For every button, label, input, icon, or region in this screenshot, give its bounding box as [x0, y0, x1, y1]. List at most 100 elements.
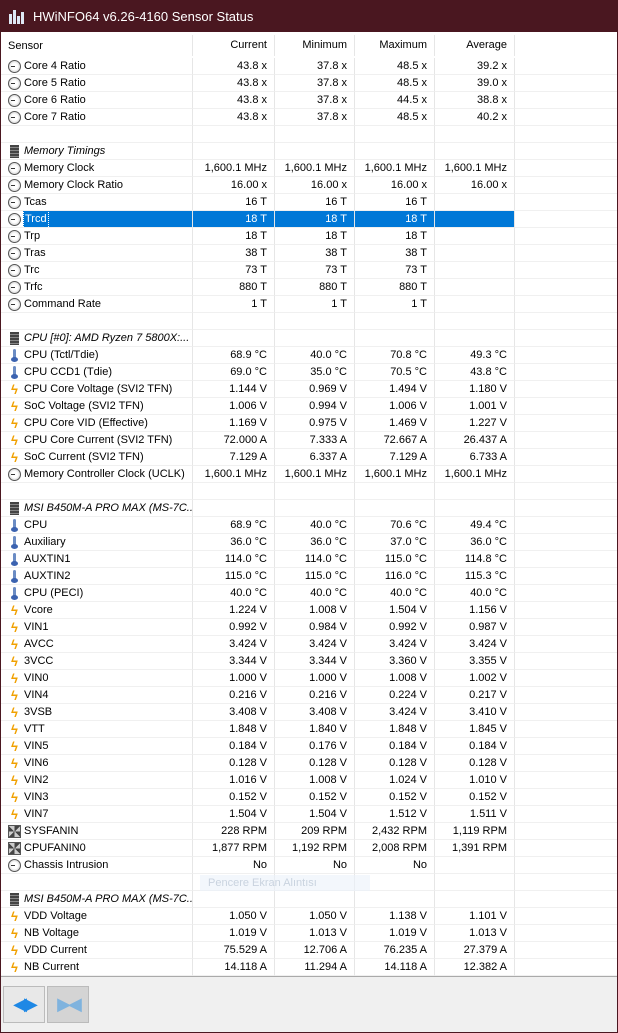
- sensor-row[interactable]: Tcas 16 T 16 T 16 T: [1, 194, 617, 211]
- sensor-row[interactable]: ϟ VIN5 0.184 V 0.176 V 0.184 V 0.184 V: [1, 738, 617, 755]
- sensor-row[interactable]: ϟ 3VSB 3.408 V 3.408 V 3.424 V 3.410 V: [1, 704, 617, 721]
- sensor-row[interactable]: AUXTIN2 115.0 °C 115.0 °C 116.0 °C 115.3 °C: [1, 568, 617, 585]
- sensor-table[interactable]: Sensor Current Minimum Maximum Average C…: [1, 35, 617, 976]
- current-value: 0.992 V: [193, 619, 275, 636]
- row-spacer: [515, 126, 617, 143]
- row-spacer: [515, 687, 617, 704]
- sensor-rows: Core 4 Ratio 43.8 x 37.8 x 48.5 x 39.2 x Core…: [1, 58, 617, 976]
- sensor-label: CPU [#0]: AMD Ryzen 7 5800X:...: [24, 331, 190, 344]
- minimum-value: 1.504 V: [275, 806, 355, 823]
- clock-icon: [8, 858, 21, 872]
- sensor-row[interactable]: Core 4 Ratio 43.8 x 37.8 x 48.5 x 39.2 x: [1, 58, 617, 75]
- average-value: 49.4 °C: [435, 517, 515, 534]
- sensor-row[interactable]: Auxiliary 36.0 °C 36.0 °C 37.0 °C 36.0 °C: [1, 534, 617, 551]
- sensor-row[interactable]: ϟ VIN6 0.128 V 0.128 V 0.128 V 0.128 V: [1, 755, 617, 772]
- sensor-row[interactable]: Chassis Intrusion No No No: [1, 857, 617, 874]
- sensor-row[interactable]: CPU CCD1 (Tdie) 69.0 °C 35.0 °C 70.5 °C 43.8…: [1, 364, 617, 381]
- sensor-row[interactable]: ϟ VIN0 1.000 V 1.000 V 1.008 V 1.002 V: [1, 670, 617, 687]
- sensor-name-cell: Memory Timings: [1, 143, 193, 160]
- sensor-row[interactable]: ϟ VIN2 1.016 V 1.008 V 1.024 V 1.010 V: [1, 772, 617, 789]
- sensor-row[interactable]: ϟ NB Voltage 1.019 V 1.013 V 1.019 V 1.013 V: [1, 925, 617, 942]
- average-value: [435, 891, 515, 908]
- sensor-row[interactable]: ϟ 3VCC 3.344 V 3.344 V 3.360 V 3.355 V: [1, 653, 617, 670]
- sensor-row[interactable]: ϟ VTT 1.848 V 1.840 V 1.848 V 1.845 V: [1, 721, 617, 738]
- minimum-value: 36.0 °C: [275, 534, 355, 551]
- sensor-group-row[interactable]: Memory Timings: [1, 143, 617, 160]
- sensor-row[interactable]: Memory Controller Clock (UCLK) 1,600.1 MH…: [1, 466, 617, 483]
- minimum-value: 209 RPM: [275, 823, 355, 840]
- current-value: 68.9 °C: [193, 347, 275, 364]
- sensor-row[interactable]: Trc 73 T 73 T 73 T: [1, 262, 617, 279]
- sensor-row[interactable]: ϟ CPU Core Current (SVI2 TFN) 72.000 A 7.33…: [1, 432, 617, 449]
- title-bar[interactable]: HWiNFO64 v6.26-4160 Sensor Status: [0, 0, 618, 32]
- maximum-value: 1.138 V: [355, 908, 435, 925]
- row-spacer: [515, 806, 617, 823]
- sensor-row[interactable]: ϟ Vcore 1.224 V 1.008 V 1.504 V 1.156 V: [1, 602, 617, 619]
- column-header-sensor[interactable]: Sensor: [1, 35, 193, 56]
- sensor-row[interactable]: Memory Clock 1,600.1 MHz 1,600.1 MHz 1,600.…: [1, 160, 617, 177]
- maximum-value: 1.024 V: [355, 772, 435, 789]
- sensor-row[interactable]: AUXTIN1 114.0 °C 114.0 °C 115.0 °C 114.8 °C: [1, 551, 617, 568]
- column-header-average[interactable]: Average: [435, 35, 515, 56]
- sensor-row[interactable]: ϟ VDD Current 75.529 A 12.706 A 76.235 A 27.3…: [1, 942, 617, 959]
- sensor-row[interactable]: ϟ VIN1 0.992 V 0.984 V 0.992 V 0.987 V: [1, 619, 617, 636]
- sensor-label: Tras: [24, 246, 46, 259]
- sensor-row[interactable]: Trcd 18 T 18 T 18 T: [1, 211, 617, 228]
- sensor-row[interactable]: ϟ SoC Voltage (SVI2 TFN) 1.006 V 0.994 V 1.0…: [1, 398, 617, 415]
- sensor-label: AVCC: [24, 637, 54, 650]
- bolt-icon: ϟ: [11, 602, 18, 618]
- row-spacer: [515, 551, 617, 568]
- sensor-row[interactable]: Tras 38 T 38 T 38 T: [1, 245, 617, 262]
- sensor-row[interactable]: ϟ VIN4 0.216 V 0.216 V 0.224 V 0.217 V: [1, 687, 617, 704]
- sensor-row[interactable]: CPU (Tctl/Tdie) 68.9 °C 40.0 °C 70.8 °C 49.3…: [1, 347, 617, 364]
- arrows-in-icon: ▶◀: [57, 994, 82, 1014]
- sensor-name-cell: Trfc: [1, 279, 193, 296]
- sensor-name-cell: ϟ CPU Core Voltage (SVI2 TFN): [1, 381, 193, 398]
- sensor-row[interactable]: ϟ NB Current 14.118 A 11.294 A 14.118 A 12.38…: [1, 959, 617, 976]
- sensor-group-row[interactable]: MSI B450M-A PRO MAX (MS-7C...: [1, 891, 617, 908]
- current-value: 1.848 V: [193, 721, 275, 738]
- sensor-name-cell: Memory Clock Ratio: [1, 177, 193, 194]
- sensor-name-cell: Memory Controller Clock (UCLK): [1, 466, 193, 483]
- sensor-row[interactable]: Core 7 Ratio 43.8 x 37.8 x 48.5 x 40.2 x: [1, 109, 617, 126]
- row-spacer: [515, 211, 617, 228]
- row-spacer: [515, 364, 617, 381]
- sensor-row[interactable]: ϟ CPU Core Voltage (SVI2 TFN) 1.144 V 0.969…: [1, 381, 617, 398]
- current-value: 16 T: [193, 194, 275, 211]
- sensor-row[interactable]: ϟ VIN3 0.152 V 0.152 V 0.152 V 0.152 V: [1, 789, 617, 806]
- minimum-value: 11.294 A: [275, 959, 355, 976]
- sensor-row[interactable]: CPUFANIN0 1,877 RPM 1,192 RPM 2,008 RPM 1,39…: [1, 840, 617, 857]
- sensor-row[interactable]: ϟ SoC Current (SVI2 TFN) 7.129 A 6.337 A 7.1…: [1, 449, 617, 466]
- sensor-row[interactable]: ϟ AVCC 3.424 V 3.424 V 3.424 V 3.424 V: [1, 636, 617, 653]
- sensor-row[interactable]: SYSFANIN 228 RPM 209 RPM 2,432 RPM 1,119 RPM: [1, 823, 617, 840]
- sensor-row[interactable]: Trp 18 T 18 T 18 T: [1, 228, 617, 245]
- maximum-value: 18 T: [355, 211, 435, 228]
- average-value: [435, 483, 515, 500]
- bolt-icon: ϟ: [11, 636, 18, 652]
- sensor-row[interactable]: Core 5 Ratio 43.8 x 37.8 x 48.5 x 39.0 x: [1, 75, 617, 92]
- sensor-row[interactable]: ϟ VIN7 1.504 V 1.504 V 1.512 V 1.511 V: [1, 806, 617, 823]
- current-value: 36.0 °C: [193, 534, 275, 551]
- blank-row: [1, 874, 617, 891]
- sensor-group-row[interactable]: CPU [#0]: AMD Ryzen 7 5800X:...: [1, 330, 617, 347]
- sensor-group-row[interactable]: MSI B450M-A PRO MAX (MS-7C...: [1, 500, 617, 517]
- average-value: 1,600.1 MHz: [435, 466, 515, 483]
- sensor-row[interactable]: Core 6 Ratio 43.8 x 37.8 x 44.5 x 38.8 x: [1, 92, 617, 109]
- sensor-row[interactable]: CPU (PECI) 40.0 °C 40.0 °C 40.0 °C 40.0 °C: [1, 585, 617, 602]
- bolt-icon: ϟ: [11, 755, 18, 771]
- sensor-row[interactable]: Trfc 880 T 880 T 880 T: [1, 279, 617, 296]
- column-header-minimum[interactable]: Minimum: [275, 35, 355, 56]
- column-header-current[interactable]: Current: [193, 35, 275, 56]
- collapse-columns-button[interactable]: ▶◀: [47, 986, 89, 1023]
- sensor-name-cell: Core 7 Ratio: [1, 109, 193, 126]
- clock-icon: [8, 59, 21, 73]
- expand-columns-button[interactable]: ◀▶: [3, 986, 45, 1023]
- window-title: HWiNFO64 v6.26-4160 Sensor Status: [33, 8, 254, 24]
- column-header-maximum[interactable]: Maximum: [355, 35, 435, 56]
- minimum-value: 0.152 V: [275, 789, 355, 806]
- sensor-row[interactable]: ϟ VDD Voltage 1.050 V 1.050 V 1.138 V 1.101 V: [1, 908, 617, 925]
- sensor-row[interactable]: CPU 68.9 °C 40.0 °C 70.6 °C 49.4 °C: [1, 517, 617, 534]
